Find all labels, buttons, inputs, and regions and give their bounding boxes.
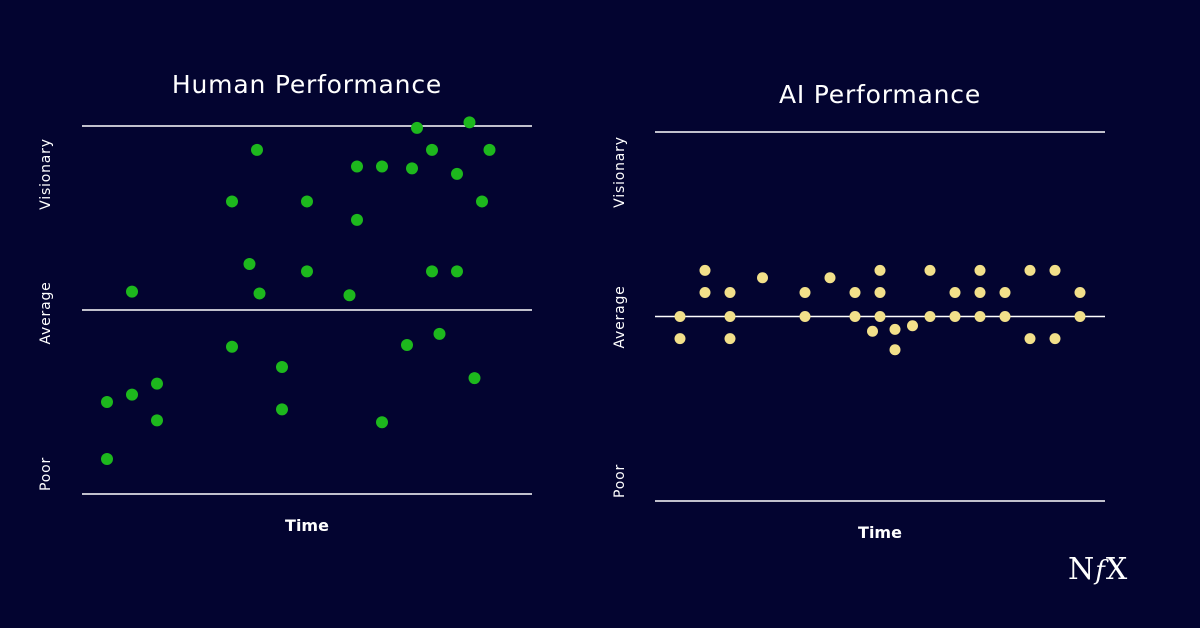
ai-data-point-21: [924, 311, 936, 322]
ai-data-point-13: [867, 325, 878, 337]
ai-data-point-1: [674, 333, 686, 345]
logo-f: f: [1095, 556, 1106, 586]
human-data-point-3: [126, 388, 138, 401]
ai-data-point-6: [724, 333, 736, 345]
ai-data-point-18: [889, 344, 901, 356]
ai-data-point-11: [849, 287, 861, 299]
ai-data-point-23: [949, 311, 961, 322]
human-data-point-23: [426, 143, 438, 156]
ai-data-point-0: [674, 311, 686, 322]
human-data-point-18: [376, 160, 388, 173]
logo-n: N: [1068, 552, 1096, 587]
ai-data-point-17: [889, 323, 901, 335]
human-data-point-26: [451, 167, 463, 180]
ai-data-point-30: [1024, 333, 1036, 345]
human-data-point-5: [151, 414, 163, 427]
human-data-point-31: [483, 143, 496, 156]
ai-data-point-8: [799, 287, 811, 299]
human-data-point-27: [451, 265, 463, 278]
human-data-point-28: [468, 372, 481, 385]
ai-x-axis-label: Time: [858, 523, 902, 542]
human-data-point-8: [243, 258, 256, 270]
ai-data-point-12: [849, 311, 861, 322]
ai-data-point-25: [974, 287, 986, 299]
ai-data-point-4: [724, 287, 736, 299]
ai-data-point-14: [874, 264, 886, 276]
human-data-point-2: [126, 285, 138, 298]
ai-data-point-9: [799, 311, 811, 322]
human-data-point-14: [301, 265, 313, 278]
human-data-point-17: [351, 213, 363, 226]
human-chart-title: Human Performance: [171, 70, 443, 99]
ai-data-point-2: [699, 264, 711, 276]
human-data-point-12: [276, 403, 288, 416]
ai-data-point-29: [1024, 264, 1036, 276]
human-data-point-7: [226, 340, 238, 353]
human-x-axis-label: Time: [285, 516, 329, 535]
human-data-point-19: [376, 416, 388, 429]
ai-data-point-27: [999, 287, 1011, 299]
ai-data-point-31: [1049, 264, 1061, 276]
human-data-point-1: [101, 396, 113, 408]
ai-data-point-32: [1049, 333, 1061, 345]
human-data-point-29: [476, 195, 488, 208]
ai-chart-title: AI Performance: [778, 80, 982, 109]
human-data-point-30: [463, 116, 476, 129]
ai-data-point-24: [974, 264, 986, 276]
human-data-point-6: [226, 195, 238, 208]
ai-data-point-16: [874, 311, 886, 322]
human-data-point-24: [426, 265, 438, 278]
human-data-point-21: [406, 162, 418, 175]
ai-data-point-19: [907, 320, 918, 332]
human-data-point-16: [351, 160, 363, 173]
ai-data-point-33: [1074, 287, 1086, 299]
ai-data-point-34: [1074, 311, 1086, 322]
human-data-point-9: [251, 143, 263, 156]
human-data-point-4: [151, 377, 163, 390]
human-data-point-25: [433, 327, 446, 340]
human-data-point-11: [276, 361, 288, 374]
human-data-point-15: [343, 289, 356, 302]
ai-data-point-7: [757, 272, 768, 284]
human-data-point-20: [401, 338, 413, 351]
human-data-point-13: [301, 195, 313, 208]
human-data-point-0: [101, 453, 113, 466]
logo-x: X: [1105, 552, 1129, 587]
ai-data-point-3: [699, 287, 711, 299]
nfx-logo: NfX: [1068, 552, 1128, 587]
ai-data-point-26: [974, 311, 986, 322]
ai-data-point-10: [824, 272, 836, 284]
ai-data-point-5: [724, 311, 736, 322]
human-data-point-22: [411, 121, 423, 134]
ai-data-point-15: [874, 287, 886, 299]
human-data-point-10: [253, 287, 266, 300]
ai-data-point-20: [924, 264, 936, 276]
ai-data-point-28: [999, 311, 1011, 322]
ai-data-point-22: [949, 287, 961, 299]
